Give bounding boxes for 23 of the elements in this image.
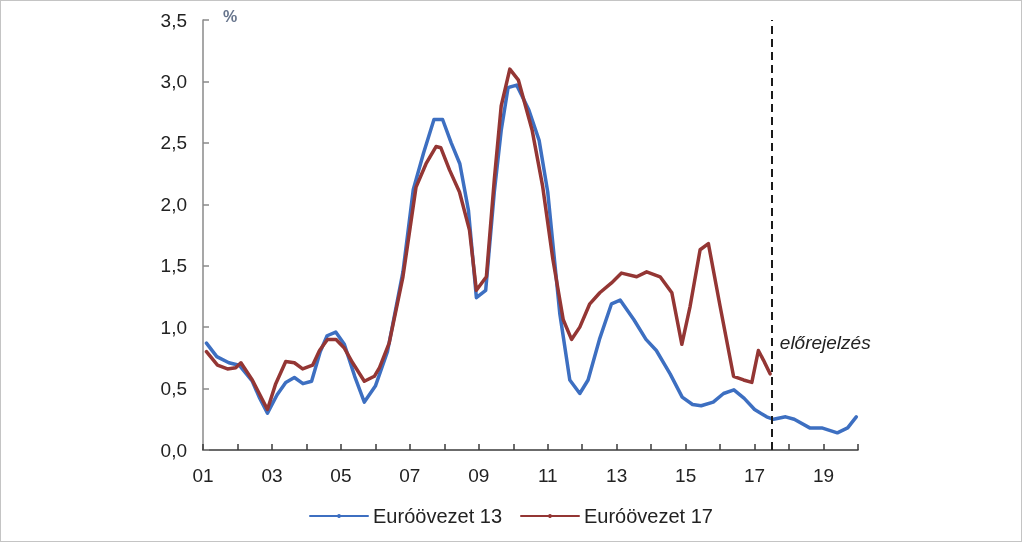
y-tick-label: 2,5	[160, 132, 187, 154]
x-tick-label: 01	[192, 465, 214, 486]
x-tick-label: 17	[744, 465, 766, 486]
y-tick-label: 0,0	[160, 439, 187, 461]
x-tick-label: 15	[675, 465, 697, 486]
ref-line-label: előrejelzés	[779, 332, 872, 353]
y-tick-label: 0,5	[160, 378, 187, 400]
y-tick-label: 3,0	[160, 70, 187, 92]
y-tick-label: 1,5	[160, 255, 187, 277]
x-tick-label: 13	[606, 465, 628, 486]
x-tick-label: 09	[468, 465, 490, 486]
y-tick-label: 3,5	[160, 9, 187, 31]
x-tick-label: 11	[537, 465, 558, 486]
x-tick-label: 03	[261, 465, 283, 486]
x-tick-label: 19	[812, 465, 835, 486]
y-tick-label: 2,0	[160, 193, 187, 215]
y-axis-title: %	[223, 7, 238, 25]
legend-label: Euróövezet 17	[584, 505, 713, 527]
y-tick-label: 1,0	[160, 316, 187, 338]
x-tick-label: 05	[330, 465, 352, 486]
line-series	[204, 67, 772, 412]
x-tick-label: 07	[399, 465, 421, 486]
legend-label: Euróövezet 13	[373, 505, 503, 527]
